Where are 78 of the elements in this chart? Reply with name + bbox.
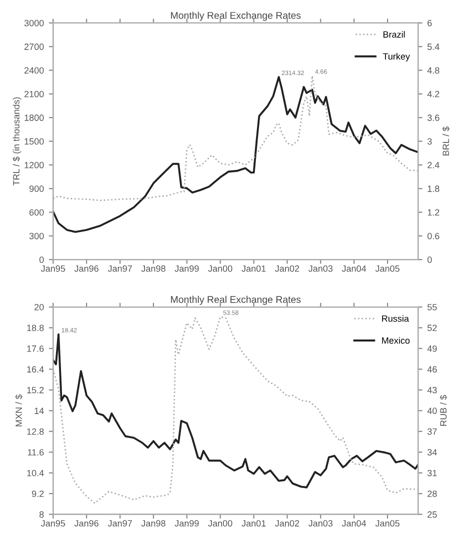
x-tick-label: Jan03 xyxy=(308,520,333,527)
y-tick-label: 15.2 xyxy=(27,386,44,394)
y2-tick-label: 46 xyxy=(427,366,437,373)
legend-label: Russia xyxy=(382,315,409,322)
legend-label: Brazil xyxy=(383,31,405,38)
y2-tick-label: 40 xyxy=(427,408,437,414)
y-tick-label: 1500 xyxy=(24,138,44,145)
y2-tick-label: 1.2 xyxy=(428,209,440,216)
y-tick-label: 0 xyxy=(39,256,44,263)
x-tick-label: Jan96 xyxy=(74,520,98,527)
x-tick-label: Jan01 xyxy=(242,265,266,272)
x-tick-label: Jan98 xyxy=(141,520,166,527)
y-tick-label: 2100 xyxy=(24,90,44,98)
y-tick-label: 600 xyxy=(30,209,44,216)
chart-title: Monthly Real Exchange Rates xyxy=(171,12,301,21)
y2-tick-label: 0.6 xyxy=(427,232,440,240)
y-axis-title: MXN / $ xyxy=(15,394,23,426)
y2-tick-label: 28 xyxy=(428,490,437,497)
y-axis-title: TRL / $ (in thousands) xyxy=(12,97,22,186)
y2-tick-label: 25 xyxy=(428,511,437,518)
x-tick-label: Jan98 xyxy=(141,265,166,272)
x-tick-label: Jan02 xyxy=(275,520,300,527)
x-tick-label: Jan95 xyxy=(40,265,66,272)
x-tick-label: Jan97 xyxy=(108,265,132,272)
y2-tick-label: 5.4 xyxy=(428,44,440,50)
y-tick-label: 1800 xyxy=(24,114,44,121)
x-tick-label: Jan01 xyxy=(242,520,266,527)
y2-tick-label: 52 xyxy=(428,324,437,332)
y2-tick-label: 3 xyxy=(427,138,432,145)
y-tick-label: 3000 xyxy=(24,20,44,26)
y2-tick-label: 31 xyxy=(427,470,437,476)
y2-tick-label: 37 xyxy=(427,428,437,435)
y2-axis-title: RUB / $ xyxy=(440,395,448,426)
y-tick-label: 17.6 xyxy=(27,345,44,352)
y2-tick-label: 1.8 xyxy=(428,186,440,192)
y2-tick-label: 2.4 xyxy=(428,162,440,168)
chart-title: Monthly Real Exchange Rates xyxy=(171,296,301,305)
legend-label: Turkey xyxy=(382,53,410,62)
y-tick-label: 2400 xyxy=(24,67,44,74)
x-tick-label: Jan97 xyxy=(108,520,132,527)
y2-tick-label: 3.6 xyxy=(427,114,440,121)
y-tick-label: 2700 xyxy=(24,44,44,50)
y-tick-label: 16.4 xyxy=(27,366,44,373)
x-tick-label: Jan05 xyxy=(375,265,400,272)
y-tick-label: 1200 xyxy=(24,162,44,168)
x-tick-label: Jan00 xyxy=(208,520,232,527)
y2-tick-label: 55 xyxy=(428,304,437,310)
y-tick-label: 14 xyxy=(34,408,44,414)
x-tick-label: Jan00 xyxy=(208,265,232,272)
y2-tick-label: 4.2 xyxy=(427,90,440,98)
x-tick-label: Jan04 xyxy=(342,520,366,527)
y2-tick-label: 4.8 xyxy=(427,67,440,74)
y2-tick-label: 0 xyxy=(427,256,432,263)
x-tick-label: Jan03 xyxy=(308,265,333,272)
y2-tick-label: 6 xyxy=(428,20,432,26)
line-series xyxy=(53,76,418,233)
y-tick-label: 12.8 xyxy=(27,428,44,435)
y-tick-label: 300 xyxy=(29,232,44,240)
y-tick-label: 11.6 xyxy=(28,449,44,456)
x-tick-label: Jan99 xyxy=(174,265,199,272)
x-tick-label: Jan99 xyxy=(174,520,199,527)
y-tick-label: 900 xyxy=(29,186,44,192)
x-tick-label: Jan05 xyxy=(375,520,400,527)
x-tick-label: Jan04 xyxy=(342,265,366,272)
y2-axis-title: BRL / $ xyxy=(442,126,450,156)
x-tick-label: Jan96 xyxy=(74,265,98,272)
y-tick-label: 18.8 xyxy=(27,324,44,332)
y2-tick-label: 43 xyxy=(427,386,437,394)
x-tick-label: Jan95 xyxy=(40,520,66,527)
y-tick-label: 8 xyxy=(39,511,44,518)
y-tick-label: 20 xyxy=(34,304,44,310)
y-tick-label: 9.2 xyxy=(32,490,44,497)
y-tick-label: 10.4 xyxy=(27,470,44,476)
y2-tick-label: 34 xyxy=(427,449,437,456)
legend-label: Mexico xyxy=(382,337,410,344)
y2-tick-label: 49 xyxy=(427,345,437,352)
line-series xyxy=(53,333,418,488)
x-tick-label: Jan02 xyxy=(275,265,300,272)
